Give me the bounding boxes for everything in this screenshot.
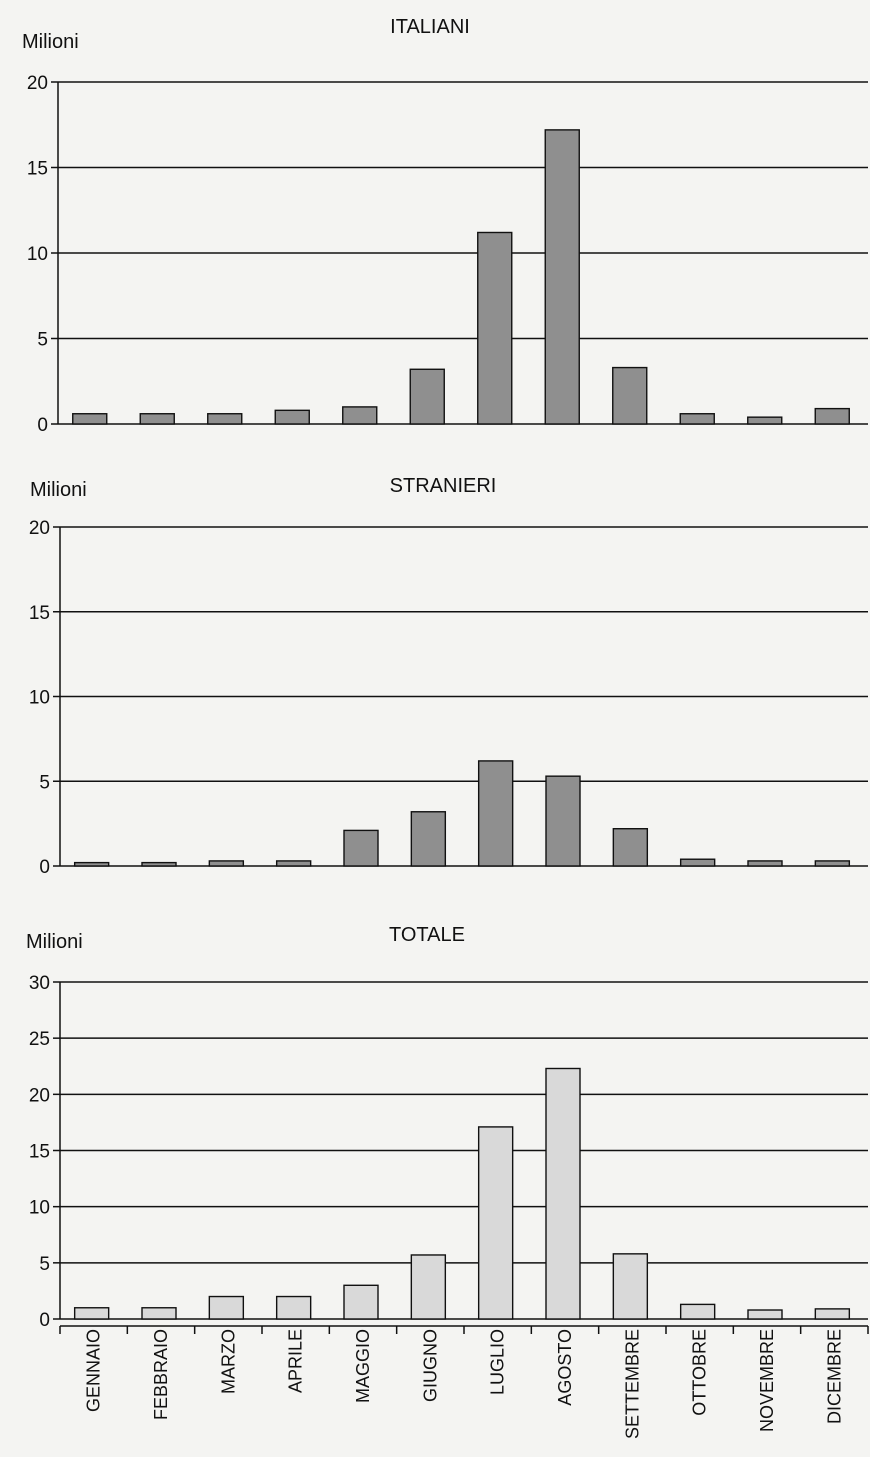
y-tick-label: 20 (29, 518, 50, 539)
bar-ottobre (679, 413, 715, 425)
bar-maggio (343, 829, 379, 867)
x-category-label: AGOSTO (555, 1329, 575, 1406)
bar-gennaio (72, 413, 108, 425)
x-category-label: GENNAIO (84, 1329, 104, 1412)
bar-agosto (544, 129, 580, 425)
x-category-label: DICEMBRE (824, 1329, 844, 1424)
y-tick-label: 5 (39, 772, 50, 793)
bar-febbraio (141, 1307, 177, 1320)
chart-panel-italiani: ITALIANI Milioni 0 5 10 15 20 (22, 16, 868, 436)
x-category-label: OTTOBRE (690, 1329, 710, 1416)
bar-aprile (275, 1295, 312, 1320)
y-tick-label: 0 (37, 415, 48, 436)
y-tick-label: 20 (27, 73, 48, 94)
y-tick-label: 10 (29, 1198, 50, 1219)
x-category-label: LUGLIO (488, 1329, 508, 1395)
y-tick-label: 30 (29, 973, 50, 994)
bar-aprile (274, 409, 310, 425)
chart-title: ITALIANI (390, 16, 470, 38)
bar-maggio (342, 406, 378, 425)
y-tick-label: 0 (39, 1310, 50, 1331)
chart-panel-stranieri: STRANIERI Milioni 0 5 10 15 20 (29, 475, 868, 878)
bar-novembre (747, 1309, 783, 1320)
bar-dicembre (814, 1308, 851, 1320)
y-tick-label: 5 (39, 1254, 50, 1275)
y-tick-label: 25 (29, 1029, 50, 1050)
y-tick-label: 15 (29, 1142, 50, 1163)
bar-giugno (410, 811, 447, 867)
x-category-label: GIUGNO (420, 1329, 440, 1402)
y-tick-label: 15 (29, 603, 50, 624)
x-category-label: FEBBRAIO (151, 1329, 171, 1420)
y-axis-label: Milioni (26, 931, 83, 953)
bar-luglio (477, 1126, 514, 1320)
x-category-label: SETTEMBRE (622, 1329, 642, 1439)
y-axis-label: Milioni (22, 31, 79, 53)
bar-luglio (477, 231, 513, 425)
x-category-label: APRILE (286, 1329, 306, 1393)
bar-novembre (747, 416, 783, 425)
bar-ottobre (679, 858, 716, 867)
x-category-label: MARZO (218, 1329, 238, 1394)
y-axis-label: Milioni (30, 479, 87, 501)
bar-febbraio (139, 413, 175, 425)
chart-panel-totale: TOTALE Milioni 0 5 10 15 20 25 30 GENNAIO FEBBRAIO… (26, 924, 869, 1439)
bar-aprile (275, 860, 312, 867)
bar-settembre (612, 1253, 649, 1320)
bar-dicembre (814, 407, 850, 425)
chart-title: STRANIERI (390, 475, 497, 497)
bar-marzo (208, 1295, 245, 1320)
bar-marzo (208, 860, 245, 867)
bar-settembre (612, 366, 648, 425)
bar-ottobre (679, 1303, 716, 1320)
bar-novembre (747, 860, 783, 867)
y-tick-label: 0 (39, 857, 50, 878)
y-tick-label: 10 (27, 244, 48, 265)
x-category-label: NOVEMBRE (757, 1329, 777, 1432)
bar-agosto (545, 1067, 581, 1320)
bar-agosto (545, 775, 581, 867)
chart-title: TOTALE (389, 924, 465, 946)
y-tick-label: 15 (27, 159, 48, 180)
bar-febbraio (141, 861, 177, 867)
bar-giugno (409, 368, 445, 425)
bar-dicembre (814, 860, 851, 867)
bar-gennaio (73, 1307, 110, 1320)
bar-settembre (612, 828, 649, 867)
y-tick-label: 5 (37, 330, 48, 351)
x-category-label: MAGGIO (353, 1329, 373, 1403)
bar-marzo (207, 413, 243, 425)
bar-giugno (410, 1254, 447, 1320)
bar-maggio (343, 1284, 379, 1320)
y-tick-label: 20 (29, 1085, 50, 1106)
y-tick-label: 10 (29, 688, 50, 709)
bar-luglio (477, 760, 514, 867)
bar-gennaio (73, 861, 110, 867)
